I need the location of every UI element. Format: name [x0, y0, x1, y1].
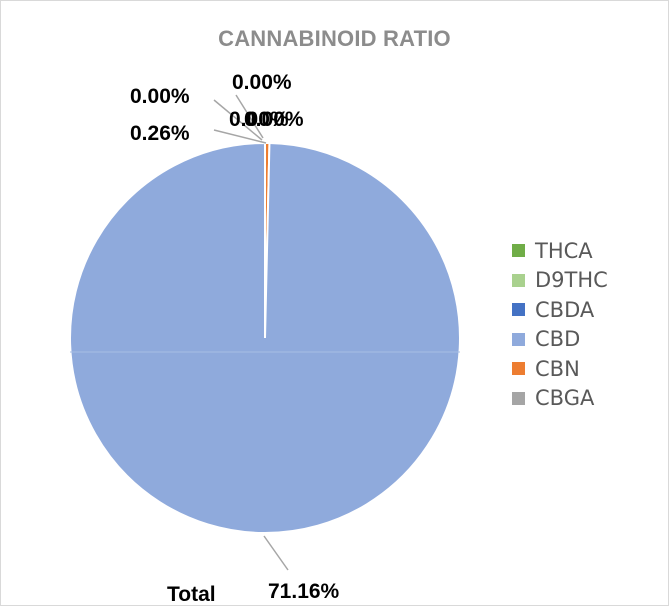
- legend-item-thca: THCA: [512, 236, 608, 266]
- legend-item-cbda: CBDA: [512, 295, 608, 325]
- leader-line-thca: [213, 99, 263, 141]
- legend-item-cbd: CBD: [512, 325, 608, 355]
- legend-swatch: [512, 273, 525, 287]
- legend-label: CBDA: [535, 297, 595, 322]
- pie-slice-cbd: [69, 141, 461, 534]
- leader-line-cbd: [263, 535, 289, 571]
- legend-item-cbn: CBN: [512, 354, 608, 384]
- legend-label: D9THC: [535, 268, 608, 293]
- data-label-d9thc: 0.00%: [232, 71, 292, 94]
- legend-item-d9thc: D9THC: [512, 266, 608, 296]
- chart-title: CANNABINOID RATIO: [218, 26, 451, 51]
- data-label-thca: 0.00%: [130, 85, 190, 108]
- legend-swatch: [512, 303, 525, 317]
- total-label: Total: [167, 583, 216, 606]
- data-label-cbga: 0.00%: [229, 108, 289, 131]
- legend-swatch: [512, 391, 525, 405]
- legend-label: CBN: [535, 356, 580, 381]
- leader-line-d9thc: [235, 94, 264, 139]
- data-label-cbda: 0.00%: [244, 108, 304, 131]
- legend: THCA D9THC CBDA CBD CBN CBGA: [512, 236, 608, 413]
- legend-item-cbga: CBGA: [512, 384, 608, 414]
- total-value: 71.16%: [268, 580, 340, 603]
- legend-swatch: [512, 244, 525, 258]
- legend-label: THCA: [535, 238, 593, 263]
- legend-swatch: [512, 362, 525, 376]
- legend-label: CBD: [535, 327, 581, 352]
- legend-swatch: [512, 332, 525, 346]
- data-label-cbn: 0.26%: [130, 122, 190, 145]
- leader-line-cbn: [213, 129, 267, 144]
- legend-label: CBGA: [535, 386, 595, 411]
